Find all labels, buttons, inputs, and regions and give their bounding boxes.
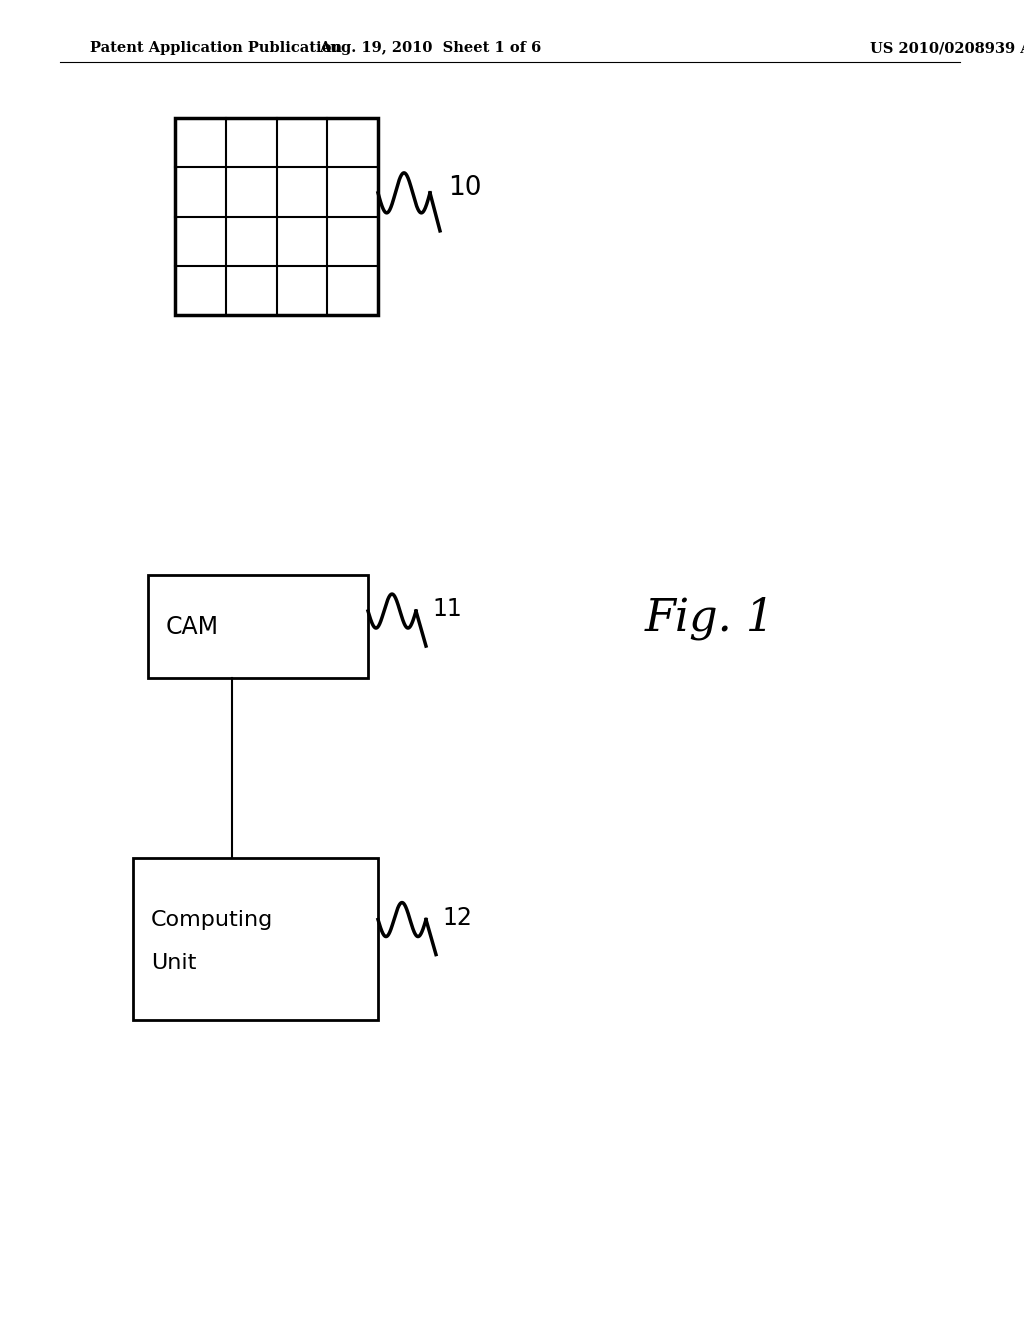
Text: CAM: CAM xyxy=(166,615,219,639)
Text: Aug. 19, 2010  Sheet 1 of 6: Aug. 19, 2010 Sheet 1 of 6 xyxy=(318,41,541,55)
Text: Computing: Computing xyxy=(151,909,273,929)
Text: Fig. 1: Fig. 1 xyxy=(645,597,775,640)
Text: 10: 10 xyxy=(449,174,481,201)
Text: Unit: Unit xyxy=(151,953,197,973)
Text: US 2010/0208939 A1: US 2010/0208939 A1 xyxy=(870,41,1024,55)
Text: 11: 11 xyxy=(432,597,462,620)
Text: Patent Application Publication: Patent Application Publication xyxy=(90,41,342,55)
Bar xyxy=(148,576,368,678)
Bar xyxy=(175,117,378,315)
Bar xyxy=(133,858,378,1020)
Text: 12: 12 xyxy=(442,906,472,929)
